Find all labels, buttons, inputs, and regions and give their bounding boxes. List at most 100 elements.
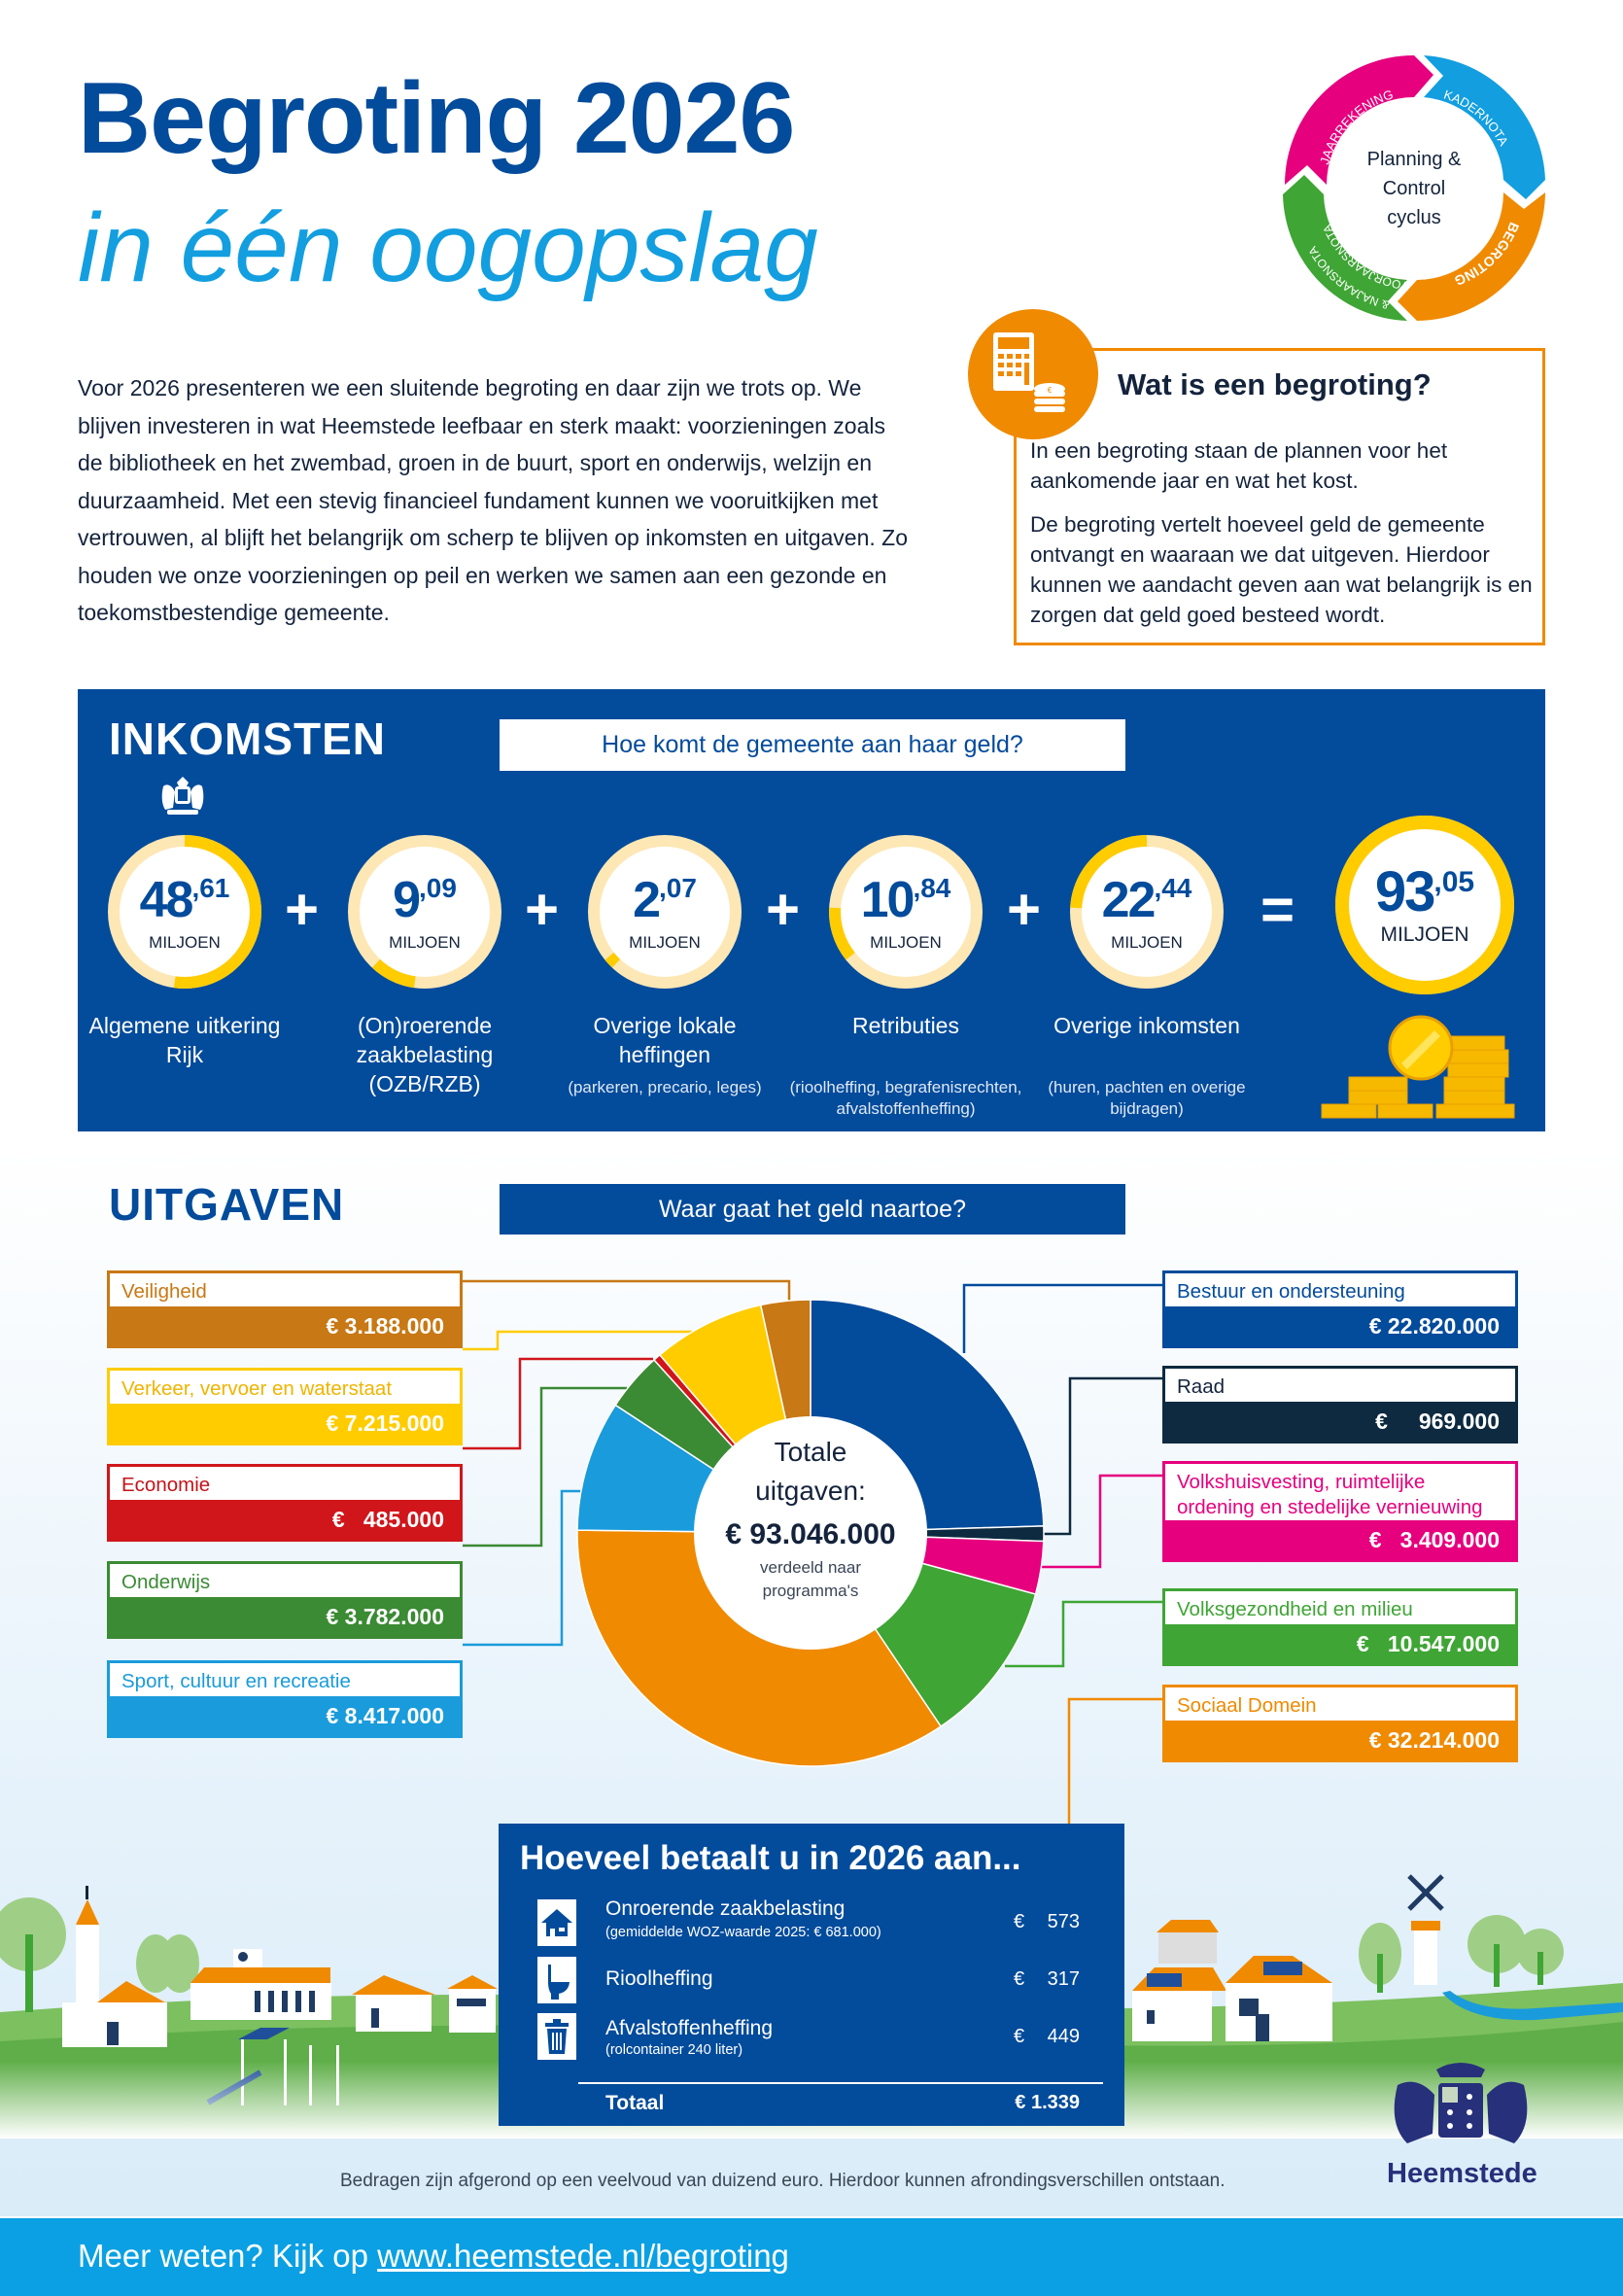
income-value-dec: ,09: [418, 873, 457, 903]
category-amount: € 7.215.000: [110, 1404, 460, 1443]
rijkswapen-icon: [161, 777, 204, 815]
heemstede-logo-text: Heemstede: [1387, 2158, 1537, 2189]
donut-center-amount: € 93.046.000: [725, 1518, 895, 1550]
connector-onderwijs: [463, 1386, 627, 1548]
coins-stack-icon: [1321, 1015, 1515, 1119]
equals-sign: =: [1260, 877, 1295, 942]
category-name: Volksgezondheid en milieu: [1177, 1598, 1413, 1620]
category-amount: € 3.782.000: [110, 1597, 460, 1636]
tax-total-value: € 1.339: [1015, 2092, 1080, 2113]
category-name: Sociaal Domein: [1177, 1694, 1317, 1717]
income-label: Overige lokale heffingen: [593, 1013, 737, 1067]
category-bestuur: Bestuur en ondersteuning € 22.820.000: [1162, 1270, 1518, 1348]
ring-track: [588, 835, 742, 989]
category-name: Verkeer, vervoer en waterstaat: [121, 1377, 393, 1400]
windmill-icon: [1407, 1874, 1444, 1985]
category-sport: Sport, cultuur en recreatie € 8.417.000: [107, 1660, 463, 1738]
tax-currency: €: [1014, 1911, 1025, 1932]
connector-lines: [463, 1279, 1162, 1827]
connector-volksgezondheid: [1005, 1600, 1162, 1668]
inkomsten-question: Hoe komt de gemeente aan haar geld?: [500, 719, 1125, 771]
house-icon: [447, 1975, 498, 2033]
income-unit: MILJOEN: [1380, 923, 1469, 946]
connector-sociaal: [1067, 1697, 1162, 1827]
ring-share-arc: [1335, 816, 1514, 994]
income-label: Algemene uitkering Rijk: [88, 1013, 281, 1067]
category-name: Raad: [1177, 1375, 1226, 1398]
category-name: Bestuur en ondersteuning: [1177, 1280, 1405, 1303]
income-ring-overige-heffingen: 2,07 MILJOEN: [587, 834, 742, 990]
tax-name: Rioolheffing: [605, 1967, 713, 1990]
category-name: Volkshuisvesting, ruimtelijke ordening e…: [1177, 1471, 1483, 1518]
donut-center-line-1: Totale: [775, 1437, 847, 1467]
what-is-budget-box: [1014, 348, 1545, 645]
income-unit: MILJOEN: [149, 933, 221, 952]
footer-prefix: Meer weten? Kijk op: [78, 2238, 378, 2274]
tax-value: 449: [1047, 2026, 1080, 2047]
category-name: Sport, cultuur en recreatie: [121, 1670, 351, 1692]
tax-name: Afvalstoffenheffing: [605, 2017, 774, 2039]
category-name: Onderwijs: [121, 1571, 211, 1593]
tax-payment-panel: Hoeveel betaalt u in 2026 aan... Onroere…: [499, 1824, 1124, 2126]
tax-currency: €: [1014, 2026, 1025, 2047]
income-unit: MILJOEN: [870, 933, 942, 952]
income-unit: MILJOEN: [1111, 933, 1183, 952]
solar-house-icon: [1132, 1967, 1226, 2041]
income-ring-ozb: 9,09 MILJOEN: [347, 834, 502, 990]
income-value-int: 9: [393, 872, 421, 928]
plus-sign: +: [1007, 877, 1042, 942]
house-icon: [352, 1975, 435, 2032]
tree-icon: [1517, 1929, 1564, 1985]
tree-icon: [1359, 1923, 1401, 1993]
income-unit: MILJOEN: [629, 933, 701, 952]
house-icon: [537, 1899, 576, 1946]
tax-value: 573: [1047, 1911, 1080, 1932]
income-value-int: 2: [633, 872, 661, 928]
income-ring-retributies: 10,84 MILJOEN: [828, 834, 984, 990]
category-amount: € 8.417.000: [110, 1696, 460, 1735]
calculator-coins-icon: €: [968, 309, 1098, 439]
tax-note: (rolcontainer 240 liter): [605, 2042, 743, 2058]
solar-house-icon: [1226, 1956, 1332, 2041]
donut-center: [694, 1416, 927, 1650]
town-hall-icon: [190, 1949, 331, 2020]
tree-icon: [0, 1897, 66, 2012]
category-amount: € 10.547.000: [1165, 1624, 1515, 1663]
income-total-int: 93: [1374, 860, 1435, 923]
category-volksgezondheid: Volksgezondheid en milieu € 10.547.000: [1162, 1588, 1518, 1666]
donut-center-line-2: uitgaven:: [755, 1476, 866, 1506]
connector-veiligheid: [463, 1279, 791, 1305]
income-value-dec: ,44: [1154, 873, 1192, 903]
connector-verkeer: [463, 1330, 692, 1351]
pc-center-line-3: cyclus: [1387, 207, 1441, 228]
income-sublabel: (rioolheffing, begrafenis­rechten, afval…: [789, 1078, 1022, 1118]
rounding-disclaimer: Bedragen zijn afgerond op een veelvoud v…: [340, 2171, 1226, 2191]
connector-bestuur: [962, 1283, 1162, 1353]
total-divider: [578, 2082, 1103, 2084]
tax-note: (gemiddelde WOZ-waarde 2025: € 681.000): [605, 1925, 881, 1940]
category-raad: Raad € 969.000: [1162, 1366, 1518, 1444]
what-is-budget-text-1: In een begroting staan de plannen voor h…: [1030, 438, 1448, 493]
page-title: Begroting 2026: [78, 62, 795, 175]
income-label: Retributies: [852, 1013, 959, 1038]
plus-sign: +: [525, 877, 560, 942]
category-verkeer: Verkeer, vervoer en waterstaat € 7.215.0…: [107, 1368, 463, 1445]
category-volkshuisvesting: Volkshuisvesting, ruimtelijke ordening e…: [1162, 1461, 1518, 1562]
inkomsten-title: INKOMSTEN: [109, 713, 386, 764]
uitgaven-title: UITGAVEN: [109, 1179, 345, 1230]
church-icon: [62, 1886, 167, 2047]
income-label: (On)roerende zaakbelasting (OZB/RZB): [356, 1013, 494, 1096]
pc-center-line-1: Planning &: [1367, 149, 1462, 170]
income-value-int: 22: [1101, 872, 1157, 928]
intro-paragraph: Voor 2026 presenteren we een sluitende b…: [78, 375, 909, 625]
connector-raad: [1044, 1376, 1162, 1536]
connector-sport: [463, 1489, 583, 1647]
category-amount: € 3.409.000: [1165, 1520, 1515, 1559]
begroting-website-link[interactable]: www.heemstede.nl/begroting: [377, 2238, 789, 2274]
income-value-dec: ,84: [913, 873, 951, 903]
what-is-budget-title: Wat is een begroting?: [1118, 367, 1432, 401]
income-ring-total: 93,05 MILJOEN: [1334, 815, 1515, 995]
footer-bar: [0, 2218, 1623, 2296]
ring-share-arc: [371, 958, 416, 989]
category-sociaal-domein: Sociaal Domein € 32.214.000: [1162, 1685, 1518, 1762]
